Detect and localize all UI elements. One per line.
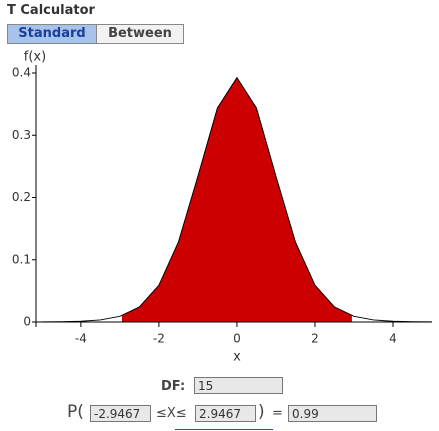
- upper-input[interactable]: 2.9467: [195, 405, 256, 422]
- y-tick-label: 0: [23, 315, 31, 329]
- y-tick-label: 0.4: [12, 66, 31, 80]
- lower-input[interactable]: -2.9467: [90, 405, 151, 422]
- x-tick-label: 0: [233, 332, 241, 346]
- underline: [175, 429, 273, 430]
- y-tick-label: 0.3: [12, 128, 31, 142]
- close-paren: ): [258, 402, 265, 422]
- x-tick-label: -4: [75, 332, 87, 346]
- y-axis-label: f(x): [24, 50, 46, 65]
- df-input[interactable]: 15: [194, 377, 283, 394]
- between-text: ≤X≤: [156, 406, 187, 421]
- x-tick-label: -2: [153, 332, 165, 346]
- df-label: DF:: [161, 379, 186, 394]
- x-axis-label: x: [233, 350, 241, 365]
- equals: =: [272, 406, 283, 421]
- tab[interactable]: Between: [96, 24, 184, 44]
- y-tick-label: 0.2: [12, 190, 31, 204]
- x-tick-label: 2: [311, 332, 319, 346]
- shaded-area: [121, 77, 352, 322]
- density-curve: [41, 76, 433, 323]
- tab[interactable]: Standard: [7, 24, 97, 44]
- x-tick-label: 4: [389, 332, 397, 346]
- result-input[interactable]: 0.99: [288, 405, 377, 422]
- app-title: T Calculator: [7, 3, 95, 18]
- prob-prefix: P(: [67, 402, 84, 422]
- chart: -4 -2 0 2 4 0 0.1 0.2 0.3 0.4f(x) x: [12, 50, 433, 365]
- y-tick-label: 0.1: [12, 252, 31, 266]
